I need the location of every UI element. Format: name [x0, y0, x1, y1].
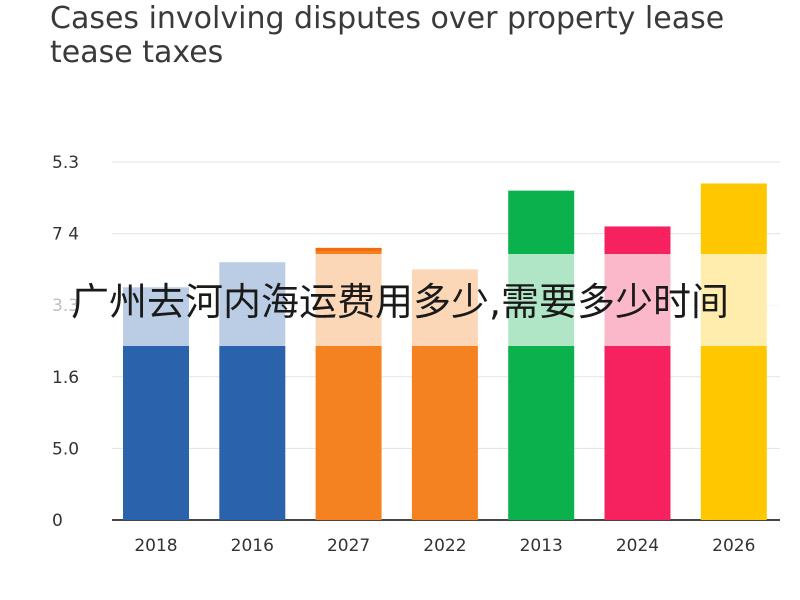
y-tick-label: 1.6 [52, 368, 79, 388]
x-tick-label: 2016 [231, 536, 274, 556]
y-tick-label: 5.3 [52, 153, 79, 173]
watermark-text: 广州去河内海运费用多少,需要多少时间 [70, 280, 730, 324]
chart-title: Cases involving disputes over property l… [50, 1, 725, 70]
x-tick-label: 2022 [423, 536, 466, 556]
watermark-band [0, 254, 800, 346]
bar-2013 [508, 190, 575, 520]
x-tick-label: 2013 [520, 536, 563, 556]
x-tick-label: 2027 [327, 536, 370, 556]
x-tick-label: 2026 [712, 536, 755, 556]
x-tick-label: 2018 [134, 536, 177, 556]
y-tick-label: 0 [52, 511, 63, 531]
x-axis-ticks: 2018 2016 2027 2022 2013 2024 2026 [134, 536, 755, 556]
bar-cap-2027 [315, 247, 382, 251]
x-tick-label: 2024 [616, 536, 659, 556]
y-tick-label: 7 4 [52, 225, 79, 245]
y-tick-label: 5.0 [52, 439, 79, 459]
bar-2026 [700, 183, 767, 521]
